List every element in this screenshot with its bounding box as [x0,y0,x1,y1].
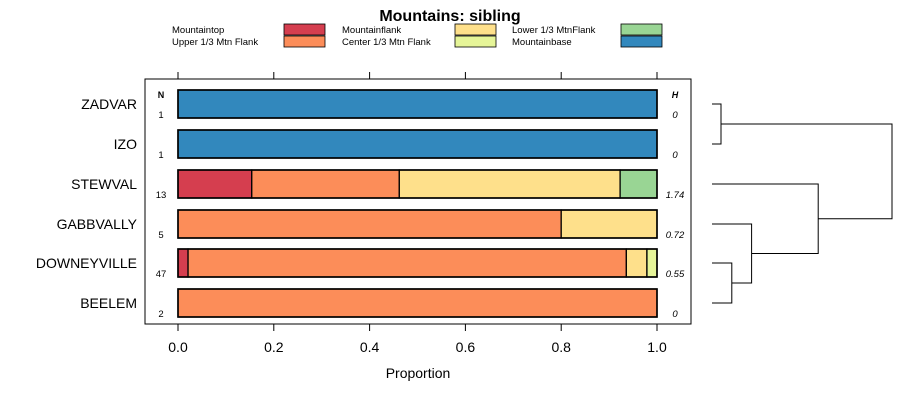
category-label-gabbvally: GABBVALLY [57,216,138,232]
dendrogram-link-4 [721,123,893,220]
bar-izo-mountainbase [177,129,658,159]
n-value-zadvar: 1 [158,110,163,121]
n-labels: 1 1 13 5 47 2 [156,110,167,320]
legend-swatch-upper-1-3-mtn-flank [283,35,326,48]
bar-downeyville-center-1-3-mtn-flank [646,248,658,278]
bar-gabbvally-upper-1-3-mtn-flank [177,209,562,239]
bar-downeyville-mountainflank [625,248,648,278]
bar-stewval-mountaintop [177,169,253,199]
bar-outline-downeyville [177,248,658,278]
category-label-stewval: STEWVAL [71,176,137,192]
dendrogram-link-3 [712,183,819,254]
x-tick-label-0: 0.0 [168,339,188,355]
dendrogram-link-0 [712,103,722,145]
legend-label-mountainflank: Mountainflank [342,25,401,36]
bar-stewval-mountainflank [398,169,621,199]
h-value-beelem: 0 [672,309,678,320]
bar-outline-gabbvally [177,209,658,239]
h-value-zadvar: 0 [672,110,678,121]
plot-panel: N H [144,78,692,325]
x-tick-label-5: 1.0 [647,339,667,355]
bar-stewval-upper-1-3-mtn-flank [251,169,400,199]
bar-beelem-upper-1-3-mtn-flank [177,288,658,318]
bar-zadvar-mountainbase [177,89,658,119]
legend-label-center-1-3-mtn-flank: Center 1/3 Mtn Flank [342,37,431,48]
n-value-izo: 1 [158,150,163,161]
n-value-stewval: 13 [156,190,167,201]
category-label-zadvar: ZADVAR [81,96,137,112]
bar-downeyville-mountaintop [177,248,189,278]
legend-swatch-mountainflank [454,23,497,36]
legend-label-mountainbase: Mountainbase [512,37,572,48]
dendrogram [712,103,893,304]
h-value-stewval: 1.74 [666,190,685,201]
bar-outline-zadvar [177,89,658,119]
legend-label-mountaintop: Mountaintop [172,25,224,36]
legend-swatch-mountainbase [620,35,663,48]
bar-outline-izo [177,129,658,159]
category-label-izo: IZO [114,136,137,152]
x-axis: 0.0 0.2 0.4 0.6 0.8 1.0 [168,72,667,355]
x-tick-label-2: 0.4 [360,339,380,355]
h-value-gabbvally: 0.72 [666,230,685,241]
h-value-izo: 0 [672,150,678,161]
bar-gabbvally-mountainflank [560,209,658,239]
h-value-downeyville: 0.55 [666,269,685,280]
n-value-gabbvally: 5 [158,230,163,241]
n-value-beelem: 2 [158,309,163,320]
dendrogram-link-1 [712,262,733,304]
x-tick-label-3: 0.6 [456,339,476,355]
legend-swatch-mountaintop [283,23,326,36]
n-header: N [158,90,165,100]
legend-swatch-lower-1-3-mtnflank [620,23,663,36]
h-labels: 0 0 1.74 0.72 0.55 0 [666,110,685,320]
chart-title: Mountains: sibling [379,8,520,25]
category-label-beelem: BEELEM [80,295,137,311]
bar-outline-beelem [177,288,658,318]
x-axis-label: Proportion [386,365,451,381]
category-label-downeyville: DOWNEYVILLE [36,255,137,271]
legend-label-lower-1-3-mtnflank: Lower 1/3 MtnFlank [512,25,596,36]
legend-swatch-center-1-3-mtn-flank [454,35,497,48]
bar-downeyville-upper-1-3-mtn-flank [187,248,627,278]
x-tick-label-4: 0.8 [551,339,571,355]
category-labels: ZADVAR IZO STEWVAL GABBVALLY DOWNEYVILLE BEEL… [36,96,138,311]
x-tick-label-1: 0.2 [264,339,284,355]
plot-frame [144,78,692,325]
bar-outline-stewval [177,169,658,199]
bar-stewval-lower-1-3-mtnflank [619,169,658,199]
legend-label-upper-1-3-mtn-flank: Upper 1/3 Mtn Flank [172,37,258,48]
h-header: H [672,90,679,100]
bars [177,89,658,318]
n-value-downeyville: 47 [156,269,167,280]
